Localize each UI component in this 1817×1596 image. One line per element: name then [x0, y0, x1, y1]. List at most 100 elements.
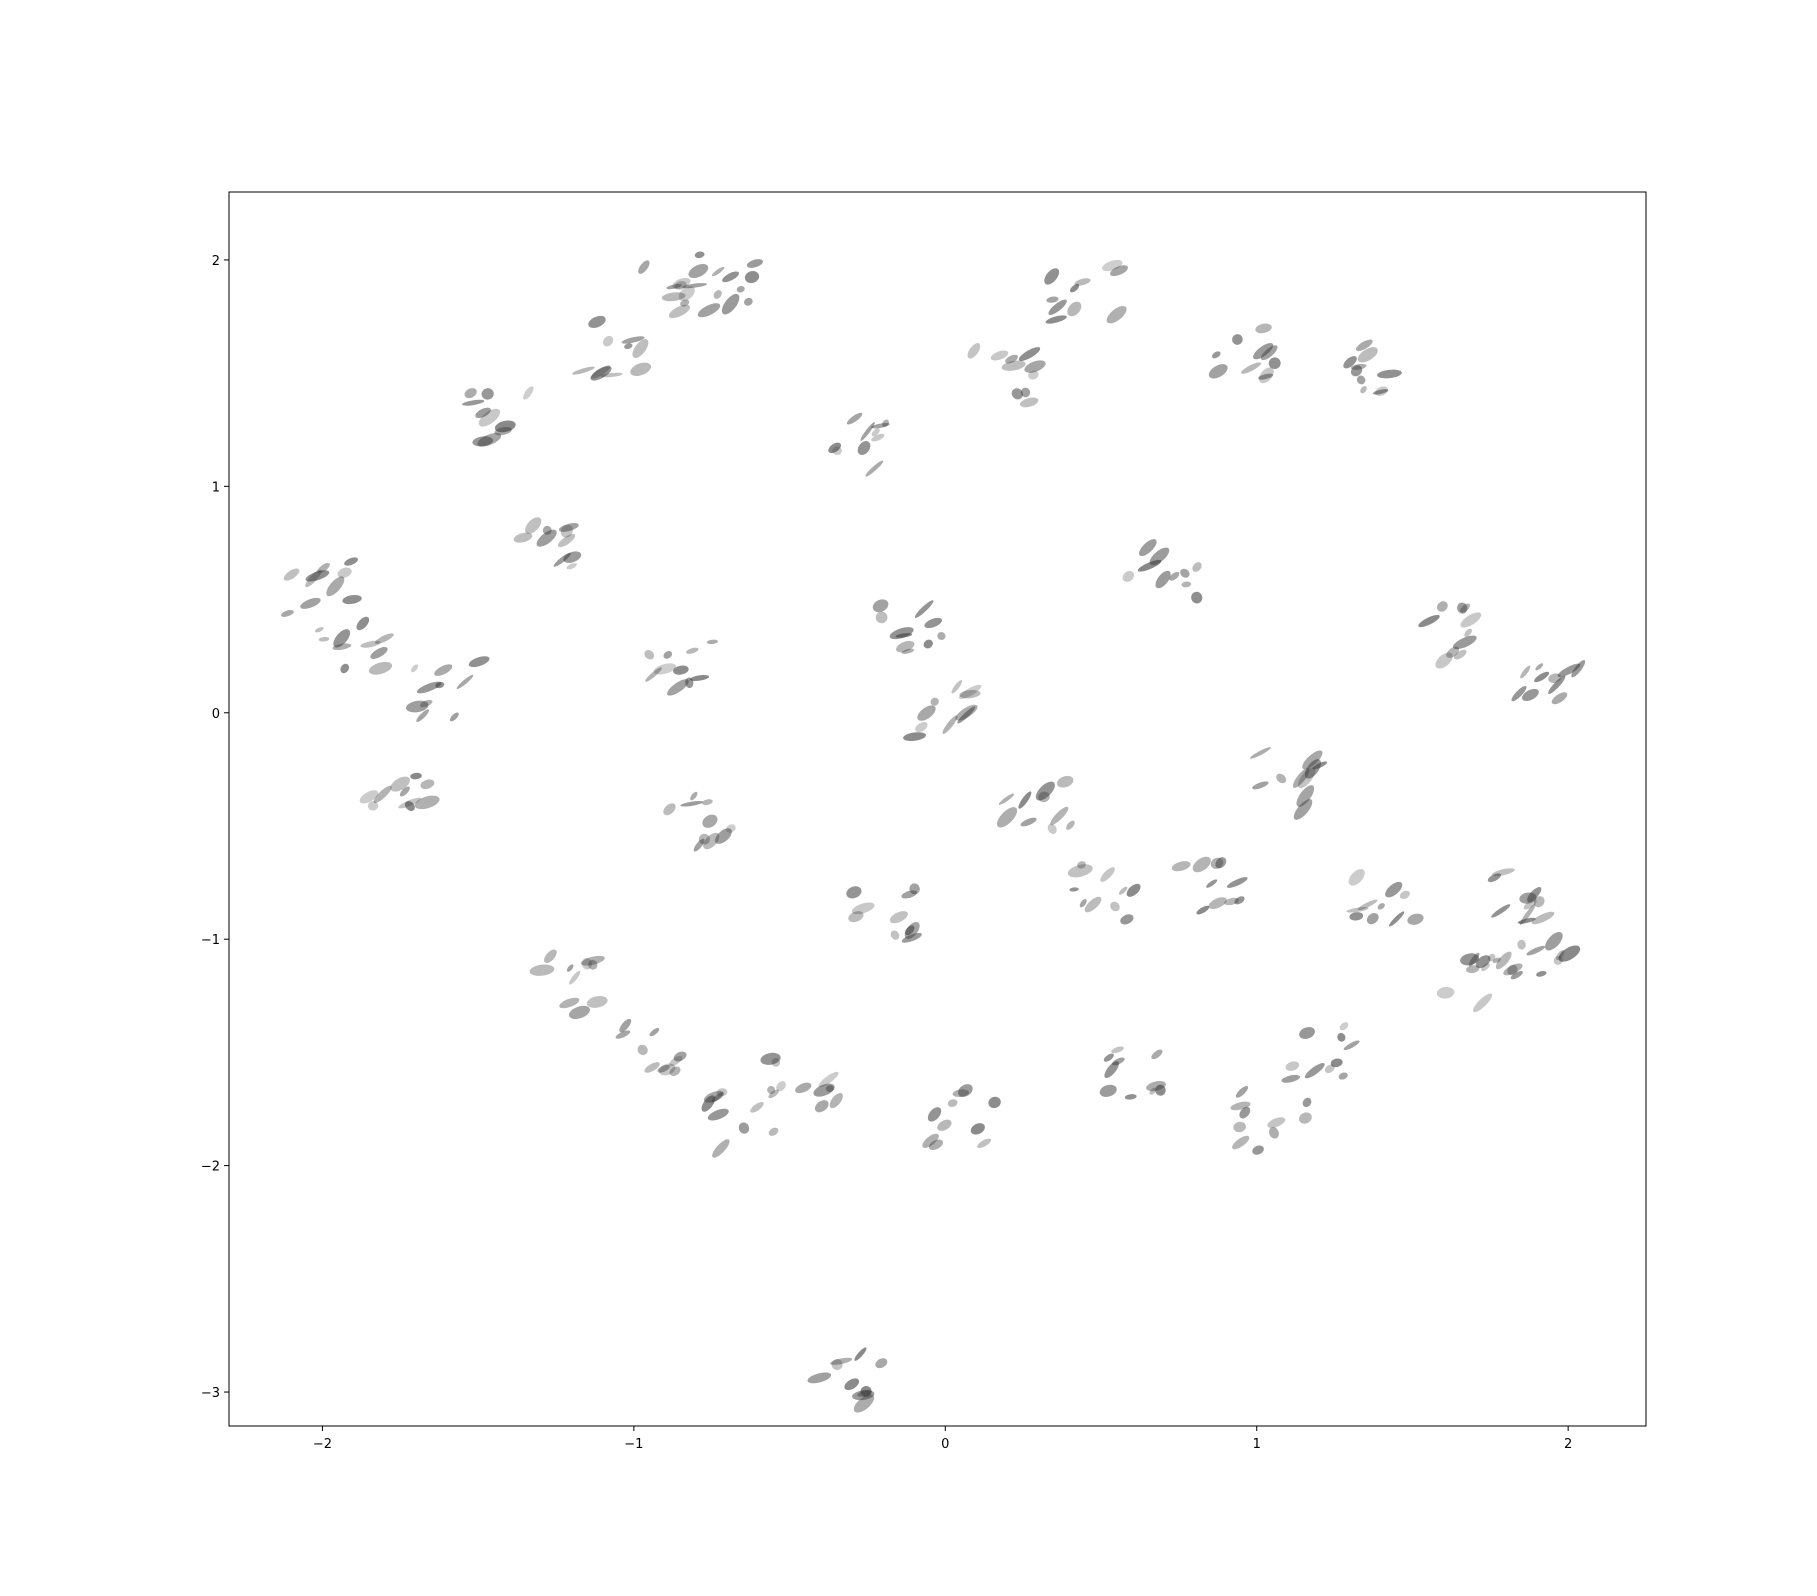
leaf-mark: [1045, 315, 1067, 324]
leaf-mark: [1460, 953, 1479, 966]
leaf-mark: [1519, 892, 1537, 904]
leaf-mark: [1385, 881, 1403, 898]
leaf-mark: [663, 651, 673, 659]
data-point: [405, 656, 490, 722]
leaf-mark: [398, 797, 421, 809]
leaf-mark: [1103, 1053, 1114, 1062]
leaf-mark: [706, 639, 718, 645]
leaf-mark: [405, 700, 429, 713]
leaf-mark: [370, 646, 388, 659]
leaf-mark: [1137, 559, 1162, 572]
data-point: [663, 791, 736, 852]
leaf-mark: [768, 1089, 779, 1099]
leaf-mark: [1268, 357, 1281, 370]
leaf-mark: [1047, 823, 1057, 834]
x-tick-label: 2: [1564, 1437, 1572, 1452]
leaf-mark: [1548, 675, 1566, 694]
leaf-mark: [795, 1082, 812, 1094]
leaf-mark: [1048, 299, 1067, 315]
leaf-mark: [854, 1347, 867, 1361]
leaf-mark: [1349, 912, 1364, 921]
leaf-mark: [1435, 652, 1453, 669]
leaf-mark: [667, 679, 689, 696]
leaf-mark: [337, 567, 352, 578]
data-point: [572, 315, 652, 381]
leaf-mark: [326, 576, 345, 597]
leaf-mark: [1372, 389, 1389, 395]
leaf-mark: [1350, 363, 1367, 370]
leaf-mark: [523, 386, 534, 400]
leaf-mark: [1407, 913, 1424, 925]
leaf-mark: [1046, 296, 1059, 303]
leaf-mark: [1526, 945, 1546, 956]
leaf-mark: [860, 422, 875, 441]
leaf-mark: [560, 524, 573, 538]
data-point: [1281, 1022, 1360, 1083]
leaf-mark: [1285, 1061, 1300, 1071]
leaf-mark: [890, 930, 900, 940]
leaf-mark: [1324, 1064, 1335, 1074]
leaf-mark: [344, 557, 358, 566]
leaf-mark: [1084, 896, 1102, 913]
leaf-mark: [871, 433, 885, 442]
leaf-mark: [475, 407, 491, 419]
leaf-mark: [314, 627, 324, 633]
leaf-mark: [566, 964, 574, 972]
leaf-mark: [1028, 370, 1039, 380]
leaf-mark: [360, 640, 381, 648]
leaf-mark: [1534, 671, 1550, 683]
leaf-mark: [356, 616, 370, 631]
leaf-mark: [1077, 861, 1086, 869]
leaf-mark: [1234, 896, 1245, 905]
leaf-mark: [685, 647, 699, 654]
leaf-mark: [672, 277, 691, 290]
leaf-mark: [697, 303, 721, 318]
leaf-mark: [668, 304, 691, 319]
leaf-mark: [1011, 388, 1023, 400]
leaf-mark: [572, 366, 595, 375]
leaf-mark: [814, 1100, 829, 1113]
leaf-mark: [1348, 869, 1365, 886]
leaf-mark: [462, 399, 485, 406]
leaf-mark: [1139, 539, 1157, 557]
leaf-mark: [1252, 781, 1269, 790]
data-point: [314, 616, 394, 675]
leaf-mark: [644, 1062, 660, 1073]
leaf-mark: [1517, 917, 1536, 924]
leaf-mark: [947, 1099, 958, 1107]
leaf-mark: [1276, 773, 1287, 784]
leaf-mark: [725, 824, 736, 833]
leaf-mark: [305, 570, 330, 582]
leaf-mark: [374, 633, 394, 644]
leaf-mark: [1366, 912, 1379, 925]
y-tick-label: 0: [212, 707, 220, 722]
leaf-mark: [1057, 775, 1074, 788]
leaf-mark: [738, 1122, 750, 1134]
leaf-mark: [830, 1357, 853, 1365]
leaf-mark: [1070, 283, 1080, 293]
leaf-mark: [1491, 868, 1515, 877]
leaf-mark: [1487, 873, 1502, 883]
leaf-mark: [1241, 362, 1261, 374]
x-tick-label: −2: [313, 1437, 332, 1452]
leaf-mark: [659, 1063, 676, 1076]
leaf-mark: [1527, 887, 1542, 903]
leaf-mark: [1024, 360, 1046, 373]
leaf-mark: [1124, 1094, 1137, 1100]
leaf-mark: [1260, 345, 1278, 361]
leaf-mark: [590, 366, 612, 381]
leaf-mark: [813, 1083, 835, 1097]
leaf-mark: [698, 833, 710, 845]
leaf-mark: [669, 1055, 683, 1067]
leaf-mark: [1343, 1040, 1360, 1051]
leaf-mark: [703, 1091, 724, 1103]
leaf-mark: [449, 712, 459, 722]
leaf-mark: [1302, 750, 1323, 770]
leaf-mark: [1298, 767, 1316, 789]
leaf-mark: [1171, 861, 1191, 872]
leaf-mark: [1005, 354, 1018, 364]
data-point: [1122, 539, 1203, 604]
leaf-mark: [1571, 660, 1586, 678]
leaf-mark: [1281, 1074, 1301, 1083]
